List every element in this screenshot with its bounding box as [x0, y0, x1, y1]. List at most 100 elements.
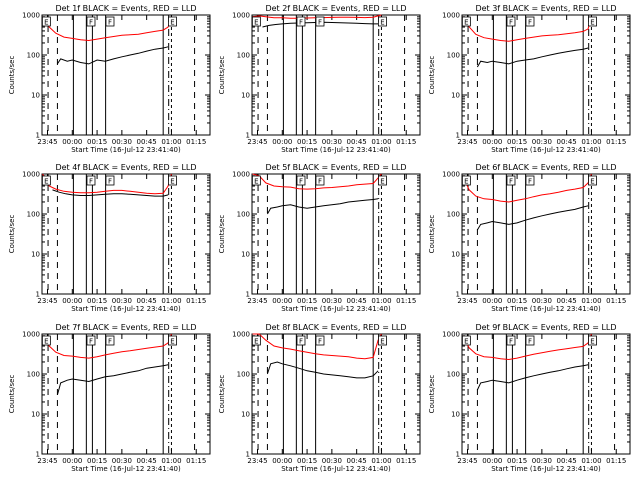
flag-label: E — [170, 19, 174, 27]
flag-label: F — [528, 19, 532, 27]
x-tick-label: 01:00 — [371, 297, 391, 305]
y-tick-label: 1 — [456, 451, 460, 459]
x-tick-label: 01:00 — [161, 297, 181, 305]
flag-label: F — [108, 19, 112, 27]
y-tick-label: 100 — [447, 211, 460, 219]
y-tick-label: 10 — [31, 411, 40, 419]
flag-box — [506, 175, 516, 186]
y-axis-label: Counts/sec — [218, 375, 226, 414]
flag-box — [105, 16, 115, 27]
x-tick-label: 01:00 — [161, 138, 181, 146]
x-tick-label: 00:00 — [482, 138, 502, 146]
x-tick-label: 01:00 — [371, 138, 391, 146]
y-tick-label: 1 — [246, 132, 250, 140]
x-axis-label: Start Time (16-Jul-12 23:41:40) — [491, 465, 601, 473]
y-tick-label: 1 — [246, 451, 250, 459]
x-tick-label: 01:15 — [186, 457, 206, 465]
x-tick-label: 00:00 — [62, 457, 82, 465]
x-tick-label: 00:00 — [62, 138, 82, 146]
series-lld-line — [462, 333, 592, 361]
x-tick-label: 00:30 — [112, 138, 132, 146]
series-lld-line — [42, 16, 172, 42]
flag-label: F — [108, 338, 112, 346]
flag-label: F — [318, 338, 322, 346]
plot-frame — [251, 333, 421, 455]
flag-box — [461, 335, 471, 346]
x-tick-label: 00:00 — [272, 297, 292, 305]
x-tick-label: 00:15 — [87, 297, 107, 305]
x-axis-label: Start Time (16-Jul-12 23:41:40) — [71, 305, 181, 313]
flag-label: E — [170, 338, 174, 346]
plot-frame — [41, 14, 211, 136]
flag-box — [168, 175, 177, 186]
y-tick-label: 10 — [451, 92, 460, 100]
flag-box — [315, 335, 325, 346]
x-tick-label: 01:00 — [371, 457, 391, 465]
flag-box — [296, 175, 306, 186]
panel-6: Det 6f BLACK = Events, RED = LLD 1 10 100 10… — [428, 163, 631, 313]
flag-label: F — [318, 19, 322, 27]
flag-label: F — [89, 19, 93, 27]
x-tick-label: 00:00 — [482, 297, 502, 305]
y-tick-label: 1 — [456, 291, 460, 299]
series-lld-line — [252, 173, 382, 190]
flag-label: F — [528, 338, 532, 346]
x-tick-label: 23:45 — [247, 297, 267, 305]
y-tick-label: 100 — [237, 52, 250, 60]
panel-3: Det 3f BLACK = Events, RED = LLD 1 10 100 10… — [428, 4, 631, 154]
series-events-line — [476, 364, 589, 391]
x-tick-label: 00:45 — [137, 457, 157, 465]
plot-frame — [251, 173, 421, 295]
flag-label: E — [170, 178, 174, 186]
series-events-line — [56, 46, 169, 65]
flag-box — [41, 175, 51, 186]
y-axis-label: Counts/sec — [8, 56, 16, 95]
plot-frame — [41, 333, 211, 455]
x-tick-label: 01:15 — [186, 297, 206, 305]
x-tick-label: 01:15 — [606, 138, 626, 146]
x-tick-label: 00:15 — [507, 138, 527, 146]
x-tick-label: 01:00 — [581, 138, 601, 146]
y-tick-label: 10 — [241, 92, 250, 100]
x-tick-label: 00:30 — [112, 297, 132, 305]
flag-box — [506, 16, 516, 27]
flag-box — [41, 16, 51, 27]
flag-box — [251, 175, 261, 186]
y-tick-label: 100 — [27, 52, 40, 60]
y-tick-label: 1000 — [442, 12, 460, 20]
x-tick-label: 00:30 — [322, 457, 342, 465]
x-tick-label: 01:15 — [396, 457, 416, 465]
series-lld-line — [42, 333, 172, 359]
flag-label: F — [299, 19, 303, 27]
x-tick-label: 23:45 — [37, 138, 57, 146]
series-events-line — [266, 361, 379, 379]
x-tick-label: 00:45 — [347, 138, 367, 146]
y-tick-label: 1000 — [22, 331, 40, 339]
plot-frame — [461, 14, 631, 136]
y-tick-label: 1 — [456, 132, 460, 140]
panel-title: Det 1f BLACK = Events, RED = LLD — [55, 4, 196, 13]
flag-box — [588, 335, 597, 346]
x-tick-label: 00:45 — [137, 297, 157, 305]
series-events-line — [266, 198, 379, 215]
panel-title: Det 5f BLACK = Events, RED = LLD — [265, 163, 406, 172]
flag-box — [168, 335, 177, 346]
x-tick-label: 00:15 — [87, 457, 107, 465]
series-events-line — [56, 364, 169, 396]
flag-box — [86, 16, 96, 27]
panel-title: Det 2f BLACK = Events, RED = LLD — [265, 4, 406, 13]
x-tick-label: 00:45 — [347, 297, 367, 305]
x-tick-label: 00:30 — [532, 138, 552, 146]
x-tick-label: 01:15 — [396, 297, 416, 305]
panel-title: Det 9f BLACK = Events, RED = LLD — [475, 323, 616, 332]
flag-label: E — [464, 19, 468, 27]
x-tick-label: 00:45 — [557, 457, 577, 465]
flag-label: E — [590, 178, 594, 186]
flag-label: E — [380, 178, 384, 186]
flag-label: F — [89, 338, 93, 346]
y-axis-label: Counts/sec — [8, 215, 16, 254]
y-tick-label: 1 — [36, 451, 40, 459]
panel-title: Det 6f BLACK = Events, RED = LLD — [475, 163, 616, 172]
x-tick-label: 00:15 — [297, 138, 317, 146]
